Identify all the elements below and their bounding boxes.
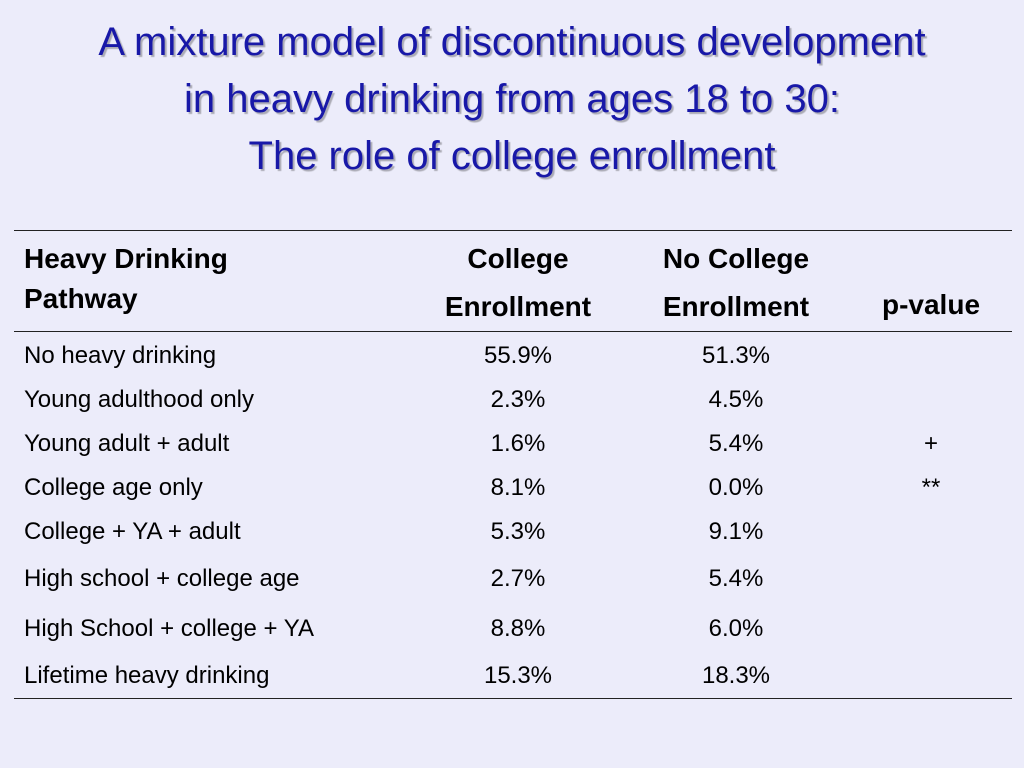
- cell-pathway: No heavy drinking: [24, 342, 217, 369]
- cell-college: 2.7%: [490, 565, 546, 592]
- cell-no-college: 5.4%: [708, 565, 764, 592]
- header-no-college-line-2: Enrollment: [662, 291, 810, 322]
- cell-college: 2.3%: [490, 386, 546, 413]
- results-table: Heavy Drinking Pathway College Enrollmen…: [14, 230, 1012, 699]
- cell-no-college: 51.3%: [701, 342, 771, 369]
- cell-pathway: Young adulthood only: [24, 386, 254, 413]
- cell-no-college: 6.0%: [708, 615, 764, 642]
- cell-college: 8.1%: [490, 474, 546, 501]
- cell-p-value: [850, 654, 1012, 699]
- header-no-college: No College Enrollment: [622, 231, 850, 332]
- cell-p-value: +: [923, 430, 938, 457]
- cell-college: 8.8%: [490, 615, 546, 642]
- header-row: Heavy Drinking Pathway College Enrollmen…: [14, 230, 1012, 332]
- header-pathway-line-1: Heavy Drinking: [24, 243, 228, 274]
- cell-no-college: 4.5%: [708, 386, 764, 413]
- table-body: No heavy drinking 55.9% 51.3% Young adul…: [14, 332, 1012, 699]
- cell-no-college: 5.4%: [708, 430, 764, 457]
- slide-title: A mixture model of discontinuous develop…: [0, 14, 1024, 185]
- table-header: Heavy Drinking Pathway College Enrollmen…: [14, 230, 1012, 332]
- cell-college: 15.3%: [483, 662, 553, 689]
- title-line-2: in heavy drinking from ages 18 to 30:: [184, 77, 840, 121]
- header-pathway-line-2: Pathway: [24, 283, 138, 314]
- cell-pathway: Young adult + adult: [24, 430, 230, 457]
- header-college: College Enrollment: [414, 231, 622, 332]
- header-college-line-1: College: [467, 243, 569, 274]
- table-row: College + YA + adult 5.3% 9.1%: [14, 510, 1012, 554]
- table-row: Young adult + adult 1.6% 5.4% +: [14, 422, 1012, 466]
- title-line-3: The role of college enrollment: [248, 134, 776, 178]
- cell-p-value: [850, 554, 1012, 604]
- cell-pathway: College age only: [24, 474, 203, 501]
- cell-p-value: [850, 604, 1012, 654]
- cell-pathway: Lifetime heavy drinking: [24, 662, 270, 689]
- cell-p-value: **: [921, 474, 941, 501]
- title-line-1: A mixture model of discontinuous develop…: [98, 20, 926, 64]
- results-table-container: Heavy Drinking Pathway College Enrollmen…: [14, 230, 1012, 699]
- cell-p-value: [850, 378, 1012, 422]
- header-no-college-line-1: No College: [662, 243, 810, 274]
- table-row: College age only 8.1% 0.0% **: [14, 466, 1012, 510]
- table-row: High school + college age 2.7% 5.4%: [14, 554, 1012, 604]
- table-row: No heavy drinking 55.9% 51.3%: [14, 332, 1012, 379]
- cell-college: 1.6%: [490, 430, 546, 457]
- table-row: Lifetime heavy drinking 15.3% 18.3%: [14, 654, 1012, 699]
- header-pathway: Heavy Drinking Pathway: [14, 231, 414, 332]
- cell-pathway: College + YA + adult: [24, 518, 241, 545]
- header-p-value: p-value: [881, 289, 981, 320]
- cell-p-value: [850, 510, 1012, 554]
- cell-pathway: High school + college age: [24, 565, 300, 592]
- cell-no-college: 18.3%: [701, 662, 771, 689]
- cell-college: 5.3%: [490, 518, 546, 545]
- cell-college: 55.9%: [483, 342, 553, 369]
- table-row: High School + college + YA 8.8% 6.0%: [14, 604, 1012, 654]
- cell-p-value: [850, 332, 1012, 379]
- cell-no-college: 9.1%: [708, 518, 764, 545]
- cell-no-college: 0.0%: [708, 474, 764, 501]
- header-college-line-2: Enrollment: [444, 291, 592, 322]
- cell-pathway: High School + college + YA: [24, 615, 314, 642]
- table-row: Young adulthood only 2.3% 4.5%: [14, 378, 1012, 422]
